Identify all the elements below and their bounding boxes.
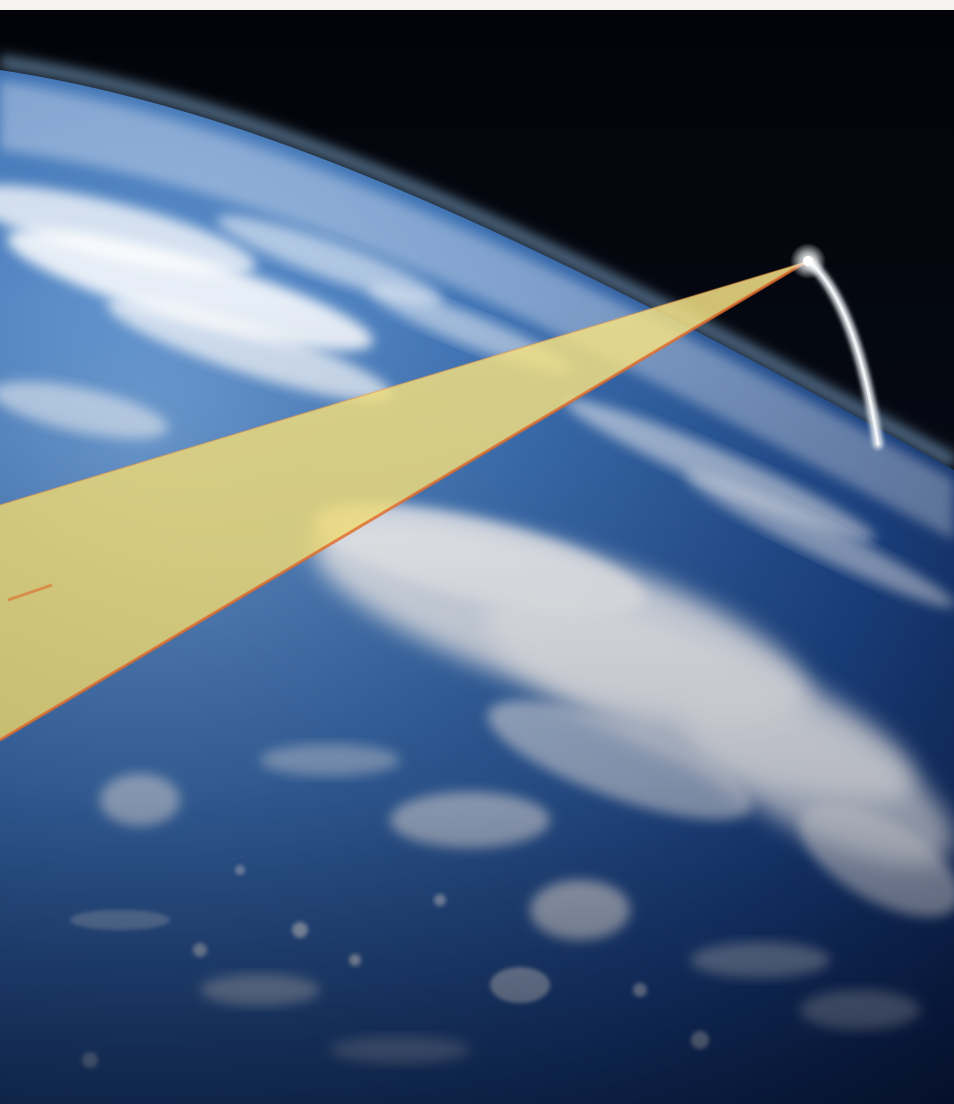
atmosphere-glow bbox=[0, 55, 954, 469]
page-margin bbox=[0, 0, 954, 10]
sensor-beam bbox=[0, 260, 807, 742]
missile-trail-core bbox=[808, 260, 880, 446]
target-point bbox=[803, 256, 813, 266]
